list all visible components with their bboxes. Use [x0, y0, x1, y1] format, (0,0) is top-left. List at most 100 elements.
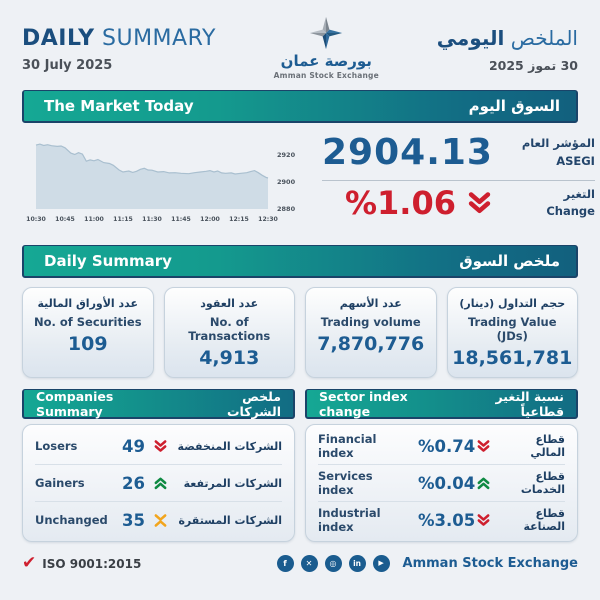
change-row: %1.06 التغير Change — [322, 183, 595, 222]
page-title-ar: الملخص اليومي — [437, 26, 578, 50]
index-label-en: ASEGI — [556, 153, 595, 168]
change-direction-icon — [466, 190, 493, 217]
sector-title-en: Sector index change — [319, 388, 408, 419]
stat-card-trading-value: حجم التداول (دينار) Trading Value (JDs) … — [446, 287, 578, 378]
social-links: f ✕ ◎ in ▶ Amman Stock Exchange — [276, 555, 578, 572]
ase-star-icon — [310, 16, 343, 50]
row-value: %0.04 — [418, 473, 476, 493]
row-label-ar: قطاع الصناعة — [523, 507, 565, 533]
stat-label-ar: عدد الأوراق المالية — [37, 297, 139, 310]
svg-text:12:15: 12:15 — [229, 216, 249, 223]
stat-label-ar: عدد العقود — [200, 297, 259, 310]
stat-label-ar: حجم التداول (دينار) — [459, 297, 566, 310]
footer: ✔ ISO 9001:2015 f ✕ ◎ in ▶ Amman Stock Exchan… — [22, 555, 578, 572]
row-value: 26 — [122, 473, 145, 493]
financial-down-icon — [476, 439, 491, 454]
stat-card-volume: عدد الأسهم Trading volume 7,870,776 — [305, 287, 437, 378]
stat-label-en: Trading Value (JDs) — [467, 315, 557, 343]
title-ar-bold: اليومي — [436, 26, 505, 50]
header: DAILY SUMMARY 30 July 2025 بورصة عمان Am… — [22, 16, 578, 82]
red-checkmark-icon: ✔ — [22, 553, 37, 573]
companies-row-unchanged: Unchanged 35 الشركات المستقرة — [35, 502, 282, 538]
companies-row-losers: Losers 49 الشركات المنخفضة — [35, 428, 282, 465]
stat-label-en: No. of Transactions — [188, 315, 271, 343]
market-divider — [322, 179, 595, 181]
title-ar-light: الملخص — [510, 26, 578, 50]
iso-certification: ✔ ISO 9001:2015 — [22, 555, 141, 572]
change-label-ar: التغير — [563, 186, 595, 201]
index-label-ar: المؤشر العام — [521, 135, 595, 150]
svg-text:11:15: 11:15 — [113, 216, 133, 223]
footer-brand: Amman Stock Exchange — [402, 556, 578, 571]
sector-index-box: Sector index change نسبة التغير قطاعياً … — [305, 389, 578, 542]
svg-text:12:30: 12:30 — [258, 216, 278, 223]
sector-title-ar: نسبة التغير قطاعياً — [495, 388, 564, 419]
sector-index-header: Sector index change نسبة التغير قطاعياً — [305, 389, 578, 419]
page-title-en: DAILY SUMMARY — [22, 26, 216, 51]
title-en-bold: DAILY — [22, 26, 95, 51]
gainers-up-icon — [153, 476, 168, 491]
change-value: %1.06 — [344, 183, 456, 222]
stat-card-transactions: عدد العقود No. of Transactions 4,913 — [163, 287, 295, 378]
market-today-title-en: The Market Today — [44, 97, 194, 115]
row-label-en: Unchanged — [35, 513, 108, 527]
svg-text:10:30: 10:30 — [26, 216, 46, 223]
companies-title-en: Companies Summary — [36, 388, 114, 419]
services-up-icon — [476, 476, 491, 491]
stat-label-en: No. of Securities — [33, 315, 142, 329]
row-value: 35 — [122, 510, 145, 530]
sector-row-financial: Financial index %0.74 قطاع المالي — [318, 428, 565, 465]
market-today-banner: The Market Today السوق اليوم — [22, 90, 578, 123]
logo-name-arabic: بورصة عمان — [280, 52, 372, 70]
ase-logo: بورصة عمان Amman Stock Exchange — [261, 16, 391, 80]
x-twitter-icon[interactable]: ✕ — [300, 555, 318, 572]
stat-value: 109 — [67, 333, 108, 355]
row-label-en: Industrial index — [318, 506, 381, 534]
svg-text:11:00: 11:00 — [84, 216, 104, 223]
market-info: 2904.13 المؤشر العام ASEGI %1.06 التغير … — [318, 131, 595, 237]
companies-summary-header: Companies Summary ملخص الشركات — [22, 389, 295, 419]
stat-value: 4,913 — [199, 347, 260, 369]
index-labels: المؤشر العام ASEGI — [503, 135, 595, 171]
svg-text:12:00: 12:00 — [200, 216, 220, 223]
companies-summary-body: Losers 49 الشركات المنخفضة Gainers 26 ال… — [22, 424, 295, 542]
header-right: الملخص اليومي 30 تموز 2025 — [437, 16, 578, 73]
change-label-en: Change — [546, 204, 595, 219]
stat-label-ar: عدد الأسهم — [339, 297, 402, 310]
row-label-en: Losers — [35, 439, 78, 453]
market-today-title-ar: السوق اليوم — [468, 97, 560, 115]
youtube-icon[interactable]: ▶ — [372, 555, 390, 572]
row-label-ar: قطاع المالي — [530, 433, 565, 459]
row-value: 49 — [122, 436, 145, 456]
companies-summary-box: Companies Summary ملخص الشركات Losers 49… — [22, 389, 295, 542]
sector-row-services: Services index %0.04 قطاع الخدمات — [318, 465, 565, 502]
stat-value: 18,561,781 — [452, 347, 573, 369]
iso-text: ISO 9001:2015 — [42, 556, 142, 571]
date-en: 30 July 2025 — [22, 58, 113, 73]
row-label-ar: الشركات المستقرة — [178, 513, 282, 527]
row-label-ar: الشركات المرتفعة — [183, 476, 282, 490]
svg-text:2880: 2880 — [277, 205, 296, 213]
instagram-icon[interactable]: ◎ — [324, 555, 342, 572]
facebook-icon[interactable]: f — [276, 555, 294, 572]
sector-index-body: Financial index %0.74 قطاع المالي Servic… — [305, 424, 578, 542]
sector-row-industrial: Industrial index %3.05 قطاع الصناعة — [318, 502, 565, 538]
industrial-down-icon — [476, 513, 491, 528]
stat-label-en: Trading volume — [320, 315, 421, 329]
intraday-chart: 2920 2900 2880 10:30 10:45 11:00 11:15 11:30 11:… — [26, 143, 296, 223]
logo-name-english: Amman Stock Exchange — [273, 70, 379, 80]
row-label-en: Financial index — [318, 432, 377, 460]
index-value: 2904.13 — [322, 132, 493, 173]
row-value: %3.05 — [418, 510, 476, 530]
companies-row-gainers: Gainers 26 الشركات المرتفعة — [35, 465, 282, 502]
title-en-rest: SUMMARY — [102, 26, 216, 51]
linkedin-icon[interactable]: in — [348, 555, 366, 572]
market-today-section: 2920 2900 2880 10:30 10:45 11:00 11:15 11:30 11:… — [22, 131, 595, 237]
date-ar: 30 تموز 2025 — [488, 58, 578, 73]
svg-text:2920: 2920 — [277, 151, 296, 159]
daily-summary-title-en: Daily Summary — [44, 252, 172, 270]
row-label-en: Gainers — [35, 476, 85, 490]
stat-cards: عدد الأوراق المالية No. of Securities 10… — [22, 287, 578, 378]
svg-text:2900: 2900 — [277, 178, 296, 186]
